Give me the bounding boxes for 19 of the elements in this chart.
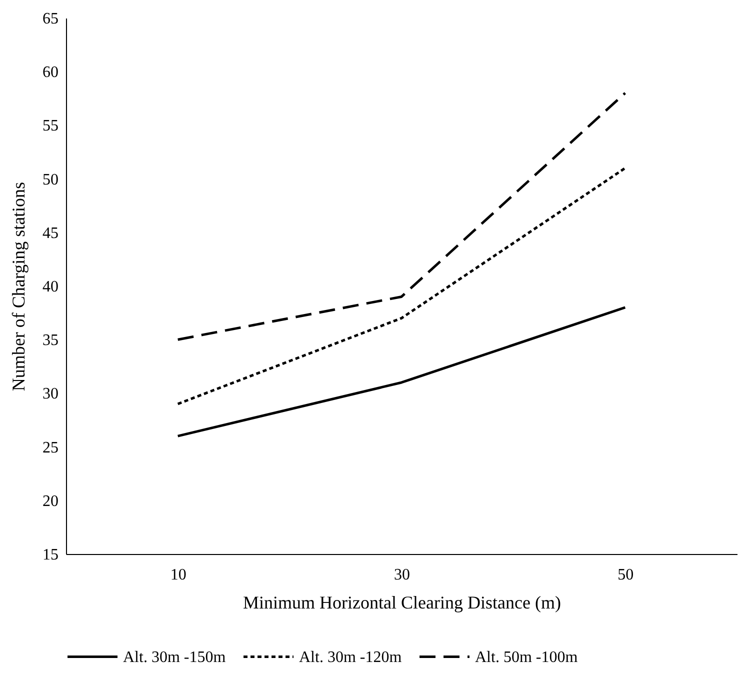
x-tick-label: 30 — [394, 566, 410, 584]
x-tick-label: 10 — [170, 566, 186, 584]
y-tick-label: 40 — [42, 278, 58, 296]
y-tick-label: 30 — [42, 386, 58, 403]
legend-label: Alt. 50m -100m — [475, 648, 578, 666]
y-tick-label: 55 — [42, 118, 58, 135]
y-tick-label: 35 — [42, 332, 58, 350]
y-tick-label: 60 — [42, 64, 58, 82]
x-axis-title: Minimum Horizontal Clearing Distance (m) — [243, 592, 561, 612]
y-tick-label: 45 — [42, 224, 58, 242]
y-tick-label: 50 — [42, 171, 58, 188]
y-tick-label: 20 — [42, 492, 58, 510]
x-tick-label: 50 — [618, 566, 634, 584]
y-tick-label: 25 — [42, 439, 58, 456]
legend-label: Alt. 30m -150m — [123, 648, 226, 666]
y-tick-label: 15 — [42, 546, 58, 564]
y-tick-label: 65 — [42, 10, 58, 28]
y-axis-title: Number of Charging stations — [8, 182, 28, 392]
legend-label: Alt. 30m -120m — [299, 648, 402, 666]
